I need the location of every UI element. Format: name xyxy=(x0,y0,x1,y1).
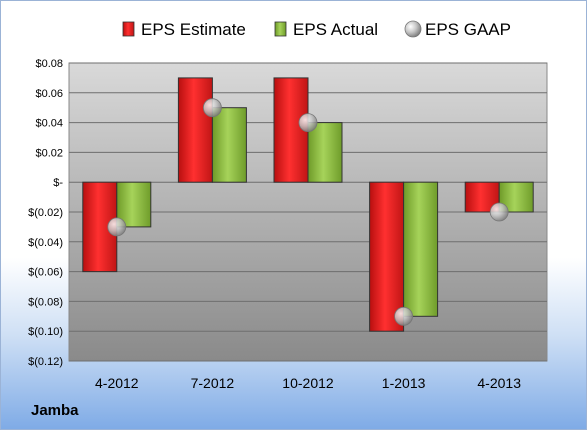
legend-label: EPS Estimate xyxy=(141,20,246,39)
eps-gaap-point xyxy=(394,306,414,326)
legend-eps-gaap: EPS GAAP xyxy=(404,20,511,39)
legend-eps-estimate: EPS Estimate xyxy=(122,20,246,39)
legend-label: EPS GAAP xyxy=(425,20,511,39)
y-tick-label: $- xyxy=(53,177,63,189)
y-tick-label: $0.06 xyxy=(35,88,63,100)
x-tick-label: 7-2012 xyxy=(191,375,235,391)
y-tick-label: $(0.08) xyxy=(28,296,63,308)
eps-actual-bar xyxy=(307,122,343,183)
y-tick-label: $(0.12) xyxy=(28,356,63,368)
eps-actual-bar xyxy=(403,181,439,317)
y-tick-label: $0.02 xyxy=(35,147,63,159)
y-tick-label: $0.04 xyxy=(35,118,63,130)
y-tick-label: $(0.04) xyxy=(28,237,63,249)
legend-label: EPS Actual xyxy=(293,20,378,39)
x-tick-label: 4-2012 xyxy=(95,375,139,391)
eps-gaap-point xyxy=(107,217,127,237)
y-tick-label: $(0.06) xyxy=(28,267,63,279)
x-tick-label: 10-2012 xyxy=(282,375,334,391)
eps-estimate-bar xyxy=(177,77,213,183)
gaap-points xyxy=(107,98,509,326)
legend: EPS Estimate EPS Actual EPS GAAP xyxy=(122,20,511,39)
eps-gaap-point xyxy=(202,98,222,118)
x-tick-label: 4-2013 xyxy=(477,375,521,391)
y-tick-label: $(0.02) xyxy=(28,207,63,219)
y-tick-label: $0.08 xyxy=(35,58,63,70)
legend-swatch xyxy=(274,21,287,37)
legend-eps-actual: EPS Actual xyxy=(274,20,378,39)
eps-gaap-point xyxy=(298,113,318,132)
eps-actual-bar xyxy=(211,107,247,183)
x-axis: 4-2012 7-2012 10-2012 1-2013 4-2013 xyxy=(95,375,521,391)
bars xyxy=(82,77,534,332)
eps-actual-bar xyxy=(498,181,534,213)
x-tick-label: 1-2013 xyxy=(382,375,426,391)
y-tick-label: $(0.10) xyxy=(28,326,63,338)
eps-gaap-point xyxy=(489,202,509,222)
company-label: Jamba xyxy=(31,402,79,419)
legend-swatch xyxy=(122,21,135,37)
y-axis: $0.08 $0.06 $0.04 $0.02 $- $(0.02) $(0.04) $(0.… xyxy=(28,58,63,368)
legend-marker xyxy=(404,20,422,38)
